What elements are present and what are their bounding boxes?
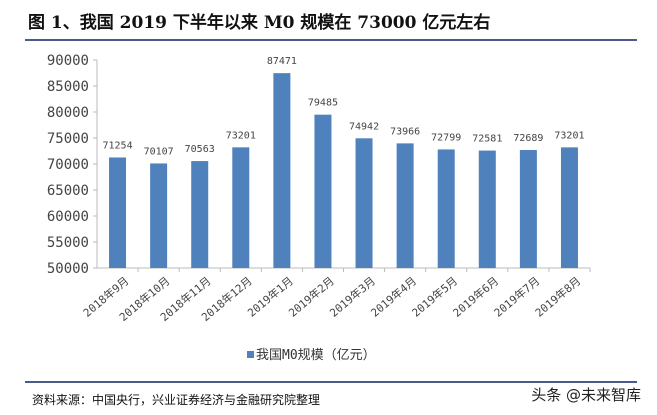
data-label: 73966 bbox=[390, 126, 420, 137]
y-tick-label: 80000 bbox=[47, 105, 89, 121]
bar bbox=[109, 157, 127, 268]
y-tick-label: 55000 bbox=[47, 235, 89, 251]
y-tick-label: 65000 bbox=[47, 183, 89, 199]
data-label: 79485 bbox=[308, 98, 338, 109]
data-label: 72581 bbox=[472, 134, 502, 145]
data-label: 87471 bbox=[267, 56, 297, 67]
y-tick-label: 70000 bbox=[47, 157, 89, 173]
data-label: 70107 bbox=[144, 146, 174, 157]
bar bbox=[273, 73, 291, 268]
bar bbox=[396, 143, 414, 268]
y-tick-label: 75000 bbox=[47, 131, 89, 147]
bar bbox=[355, 138, 373, 268]
bar bbox=[478, 150, 496, 268]
bar bbox=[519, 150, 537, 268]
watermark: 头条 @未来智库 bbox=[529, 384, 643, 405]
bar bbox=[437, 149, 455, 268]
y-tick-label: 85000 bbox=[47, 79, 89, 95]
bar bbox=[232, 147, 250, 268]
bar bbox=[314, 114, 332, 268]
bar bbox=[560, 147, 578, 268]
data-label: 70563 bbox=[185, 144, 215, 155]
source-rule bbox=[25, 381, 637, 383]
bar bbox=[150, 163, 168, 268]
y-tick-label: 50000 bbox=[47, 261, 89, 277]
data-label: 73201 bbox=[554, 130, 584, 141]
legend-label: 我国M0规模（亿元） bbox=[256, 348, 376, 363]
bar bbox=[191, 161, 209, 268]
data-label: 73201 bbox=[226, 130, 256, 141]
data-label: 71254 bbox=[102, 140, 132, 151]
source-note: 资料来源：中国央行，兴业证券经济与金融研究院整理 bbox=[32, 393, 321, 407]
data-label: 74942 bbox=[349, 121, 379, 132]
data-label: 72689 bbox=[513, 133, 543, 144]
figure-title: 图 1、我国 2019 下半年以来 M0 规模在 73000 亿元左右 bbox=[28, 13, 491, 33]
y-tick-label: 60000 bbox=[47, 209, 89, 225]
x-tick-label: 2019年8月 bbox=[532, 274, 583, 320]
y-tick-label: 90000 bbox=[47, 53, 89, 69]
title-rule bbox=[25, 39, 637, 41]
legend-swatch bbox=[247, 351, 254, 358]
data-label: 72799 bbox=[431, 132, 461, 143]
